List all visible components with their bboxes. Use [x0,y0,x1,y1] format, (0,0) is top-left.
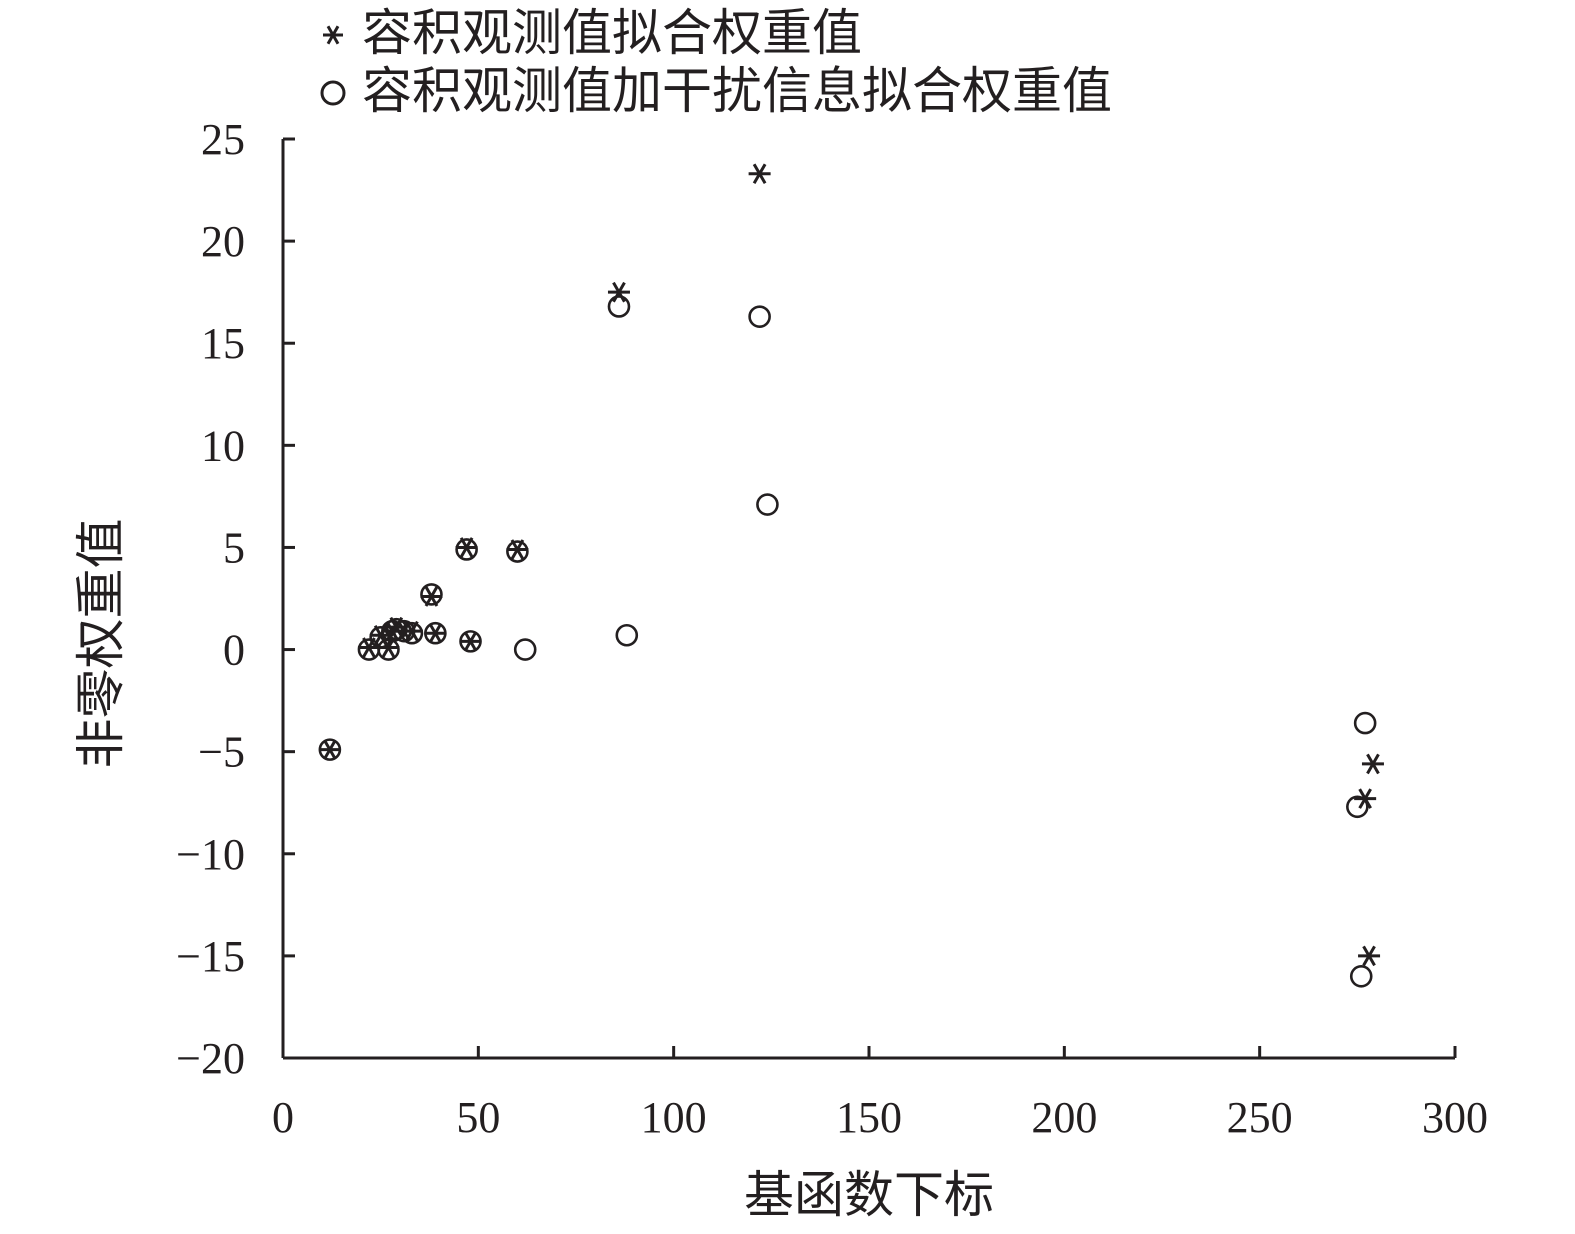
circle-point [1353,711,1377,735]
x-axis-title: 基函数下标 [744,1166,994,1224]
axes [281,139,1455,1060]
circle-point [748,305,771,328]
circle-point [455,538,478,561]
legend-label-series-2: 容积观测值加干扰信息拟合权重值 [362,62,1112,120]
tick-marks [281,137,1457,1060]
tick-labels: 0 50 100 150 200 250 300 −20 −15 −10 −5 0 5 10 15 20 25 [176,115,1488,1142]
x-tick-label: 100 [641,1093,707,1142]
circle-point [756,493,779,516]
asterisk-point [748,163,771,184]
circle-point [1346,795,1369,819]
data-points [318,163,1384,988]
y-tick-label: −10 [176,830,245,879]
x-tick-label: 0 [272,1093,294,1142]
y-tick-label: 25 [201,115,245,164]
x-tick-label: 50 [456,1093,500,1142]
circle-point [424,621,447,645]
circle-point [615,623,639,647]
circle-point [1349,965,1373,988]
x-tick-label: 250 [1227,1093,1293,1142]
y-tick-label: −20 [176,1034,245,1083]
legend-asterisk-marker [323,25,343,45]
circle-point [400,621,424,645]
y-axis-title: 非零权重值 [72,519,130,769]
y-tick-label: 10 [201,421,245,470]
legend-label-series-1: 容积观测值拟合权重值 [362,4,862,62]
circle-point [506,540,529,563]
asterisk-point [318,739,341,760]
x-tick-label: 200 [1031,1093,1097,1142]
y-tick-label: −5 [198,728,245,777]
asterisk-point [1358,945,1381,967]
x-tick-label: 300 [1422,1093,1488,1142]
circle-point [459,630,482,653]
asterisk-point [424,622,447,644]
asterisk-point [459,631,482,652]
y-tick-label: −15 [176,932,245,981]
circle-point [607,295,631,318]
y-tick-label: 0 [223,626,245,675]
circle-point [420,583,443,606]
legend-circle-marker [320,80,346,106]
asterisk-point [1354,788,1377,809]
asterisk-point [1361,753,1384,775]
x-tick-label: 150 [836,1093,902,1142]
circle-point [318,738,342,761]
circle-point [513,638,537,661]
y-tick-label: 15 [201,319,245,368]
legend: 容积观测值拟合权重值 容积观测值加干扰信息拟合权重值 [320,4,1112,120]
y-tick-label: 5 [223,523,245,572]
y-tick-label: 20 [201,217,245,266]
